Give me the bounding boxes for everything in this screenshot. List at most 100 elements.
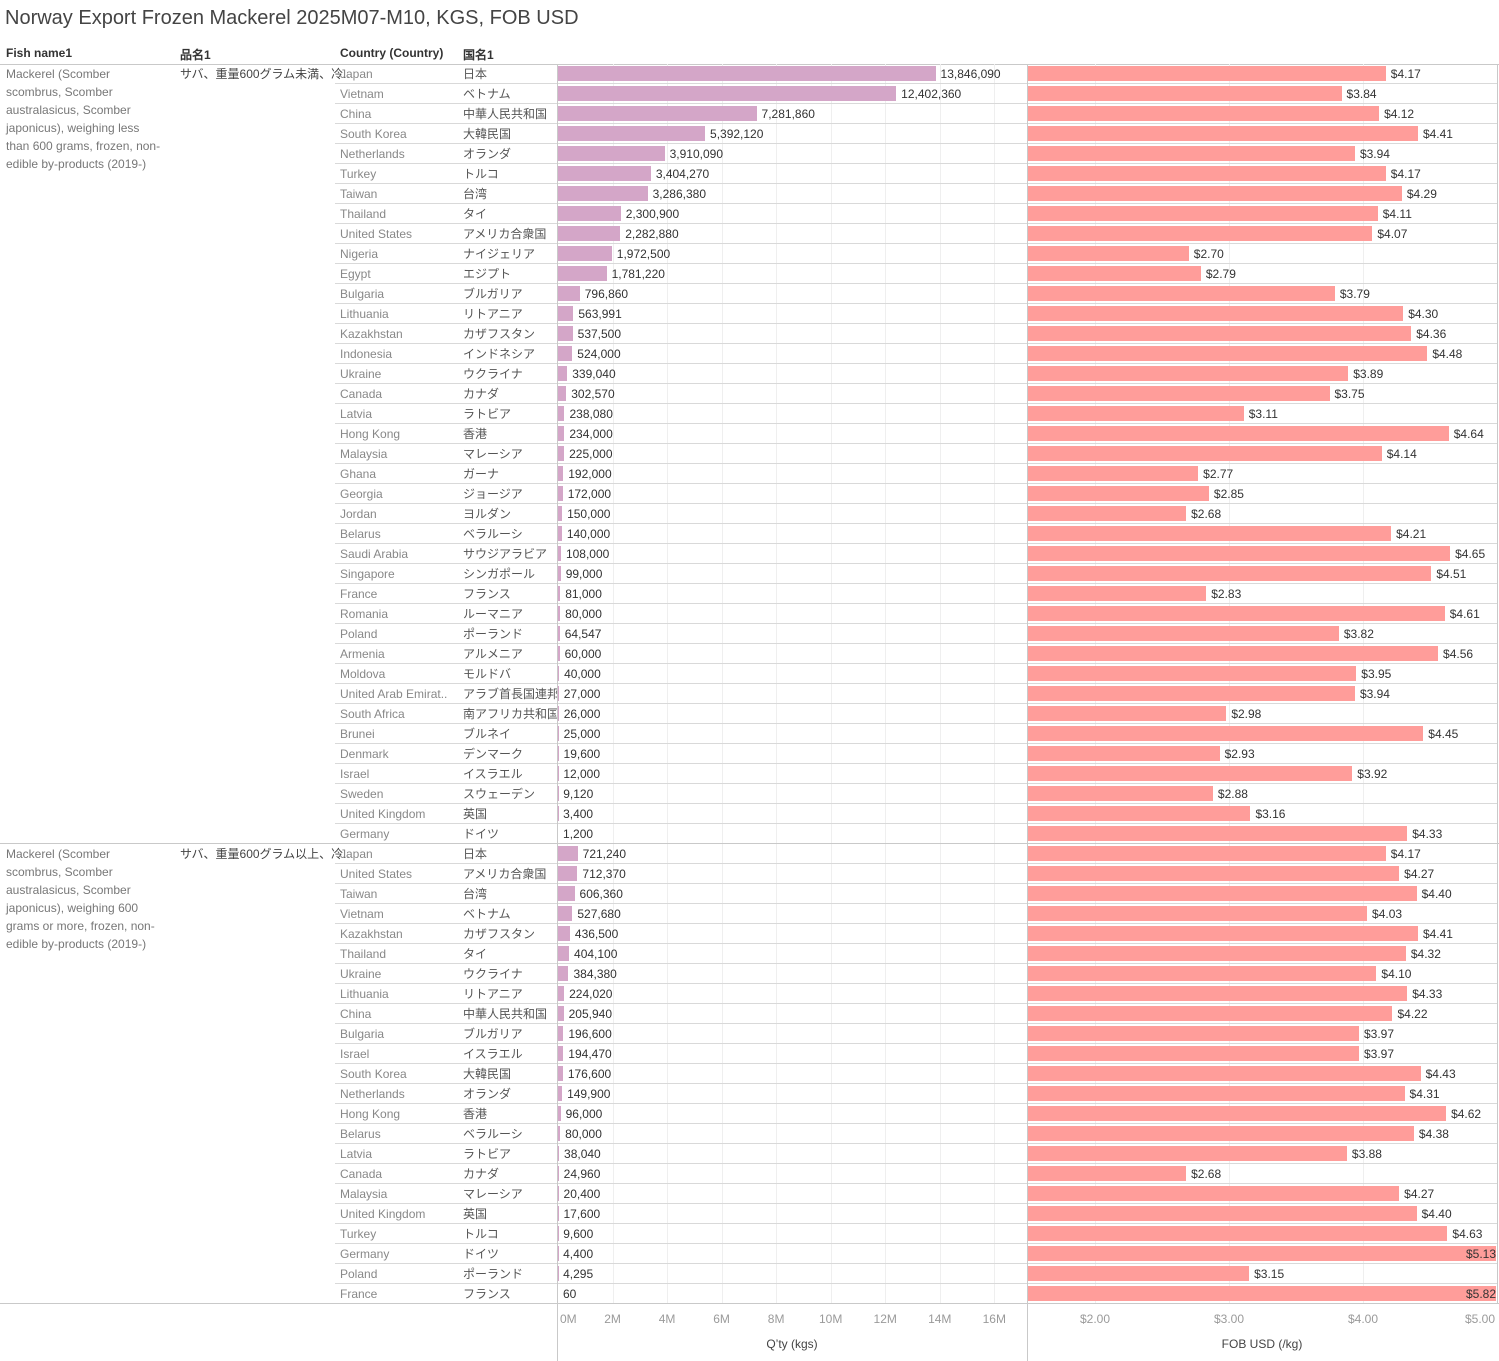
fob-bar[interactable]	[1028, 326, 1412, 341]
fob-bar[interactable]	[1028, 886, 1417, 901]
qty-bar[interactable]	[558, 206, 621, 221]
fob-bar[interactable]	[1028, 1086, 1405, 1101]
qty-bar[interactable]	[558, 1026, 564, 1041]
qty-bar[interactable]	[558, 606, 561, 621]
fob-bar[interactable]	[1028, 966, 1377, 981]
column-header-country-jp[interactable]: 国名1	[463, 48, 494, 62]
qty-bar[interactable]	[558, 886, 575, 901]
qty-bar[interactable]	[558, 1186, 559, 1201]
fob-bar[interactable]	[1028, 266, 1201, 281]
qty-bar[interactable]	[558, 1166, 559, 1181]
fob-bar[interactable]	[1028, 806, 1251, 821]
qty-bar[interactable]	[558, 1106, 561, 1121]
fob-bar[interactable]	[1028, 646, 1439, 661]
fob-bar[interactable]	[1028, 926, 1418, 941]
qty-bar[interactable]	[558, 466, 564, 481]
fob-bar[interactable]	[1028, 706, 1227, 721]
fob-bar[interactable]	[1028, 426, 1449, 441]
fob-bar[interactable]	[1028, 526, 1392, 541]
fob-bar[interactable]	[1028, 406, 1244, 421]
fob-bar[interactable]	[1028, 1166, 1187, 1181]
qty-bar[interactable]	[558, 946, 570, 961]
column-header-country[interactable]: Country (Country)	[340, 46, 444, 60]
qty-bar[interactable]	[558, 526, 562, 541]
column-header-fish-name[interactable]: Fish name1	[6, 46, 73, 60]
fob-bar[interactable]	[1028, 86, 1342, 101]
qty-bar[interactable]	[558, 1006, 564, 1021]
qty-bar[interactable]	[558, 226, 621, 241]
fob-bar[interactable]	[1028, 1046, 1359, 1061]
qty-bar[interactable]	[558, 926, 570, 941]
fob-bar[interactable]	[1028, 986, 1408, 1001]
fob-bar[interactable]	[1028, 1286, 1496, 1301]
fob-bar[interactable]	[1028, 186, 1402, 201]
qty-bar[interactable]	[558, 266, 607, 281]
qty-bar[interactable]	[558, 1046, 564, 1061]
fob-bar[interactable]	[1028, 746, 1220, 761]
fob-bar[interactable]	[1028, 106, 1380, 121]
fob-bar[interactable]	[1028, 666, 1357, 681]
qty-bar[interactable]	[558, 406, 565, 421]
fob-bar[interactable]	[1028, 1106, 1447, 1121]
fob-bar[interactable]	[1028, 766, 1353, 781]
fob-bar[interactable]	[1028, 446, 1382, 461]
fob-bar[interactable]	[1028, 66, 1386, 81]
fob-bar[interactable]	[1028, 826, 1408, 841]
fob-bar[interactable]	[1028, 306, 1404, 321]
qty-bar[interactable]	[558, 366, 568, 381]
qty-bar[interactable]	[558, 1126, 561, 1141]
qty-bar[interactable]	[558, 246, 612, 261]
qty-bar[interactable]	[558, 646, 560, 661]
fob-bar[interactable]	[1028, 1026, 1359, 1041]
qty-bar[interactable]	[558, 486, 563, 501]
fob-bar[interactable]	[1028, 166, 1386, 181]
qty-bar[interactable]	[558, 966, 569, 981]
fob-bar[interactable]	[1028, 1066, 1421, 1081]
qty-bar[interactable]	[558, 706, 559, 721]
qty-bar[interactable]	[558, 866, 578, 881]
qty-bar[interactable]	[558, 306, 574, 321]
fob-bar[interactable]	[1028, 1266, 1250, 1281]
qty-bar[interactable]	[558, 126, 706, 141]
fob-bar[interactable]	[1028, 366, 1349, 381]
qty-bar[interactable]	[558, 86, 897, 101]
fob-bar[interactable]	[1028, 286, 1335, 301]
qty-bar[interactable]	[558, 986, 565, 1001]
fob-bar[interactable]	[1028, 386, 1330, 401]
fob-bar[interactable]	[1028, 726, 1424, 741]
qty-bar[interactable]	[558, 1146, 560, 1161]
qty-bar[interactable]	[558, 186, 648, 201]
qty-bar[interactable]	[558, 1086, 563, 1101]
fob-bar[interactable]	[1028, 226, 1373, 241]
qty-bar[interactable]	[558, 726, 559, 741]
fob-bar[interactable]	[1028, 126, 1418, 141]
qty-bar[interactable]	[558, 66, 936, 81]
qty-bar[interactable]	[558, 326, 573, 341]
fob-bar[interactable]	[1028, 1186, 1400, 1201]
fob-bar[interactable]	[1028, 506, 1187, 521]
fob-bar[interactable]	[1028, 946, 1406, 961]
fob-bar[interactable]	[1028, 1206, 1417, 1221]
fob-bar[interactable]	[1028, 786, 1213, 801]
qty-bar[interactable]	[558, 546, 561, 561]
fob-bar[interactable]	[1028, 846, 1386, 861]
fob-bar[interactable]	[1028, 1126, 1414, 1141]
qty-bar[interactable]	[558, 1066, 563, 1081]
fob-bar[interactable]	[1028, 146, 1355, 161]
fob-bar[interactable]	[1028, 486, 1209, 501]
column-header-hinmei[interactable]: 品名1	[180, 48, 211, 62]
qty-bar[interactable]	[558, 426, 565, 441]
qty-bar[interactable]	[558, 146, 665, 161]
qty-bar[interactable]	[558, 346, 573, 361]
qty-bar[interactable]	[558, 626, 560, 641]
fob-bar[interactable]	[1028, 1146, 1347, 1161]
qty-bar[interactable]	[558, 906, 573, 921]
fob-bar[interactable]	[1028, 546, 1451, 561]
qty-bar[interactable]	[558, 106, 757, 121]
fob-bar[interactable]	[1028, 466, 1199, 481]
fob-bar[interactable]	[1028, 686, 1355, 701]
fob-bar[interactable]	[1028, 566, 1432, 581]
qty-bar[interactable]	[558, 686, 559, 701]
qty-bar[interactable]	[558, 566, 561, 581]
qty-bar[interactable]	[558, 666, 560, 681]
